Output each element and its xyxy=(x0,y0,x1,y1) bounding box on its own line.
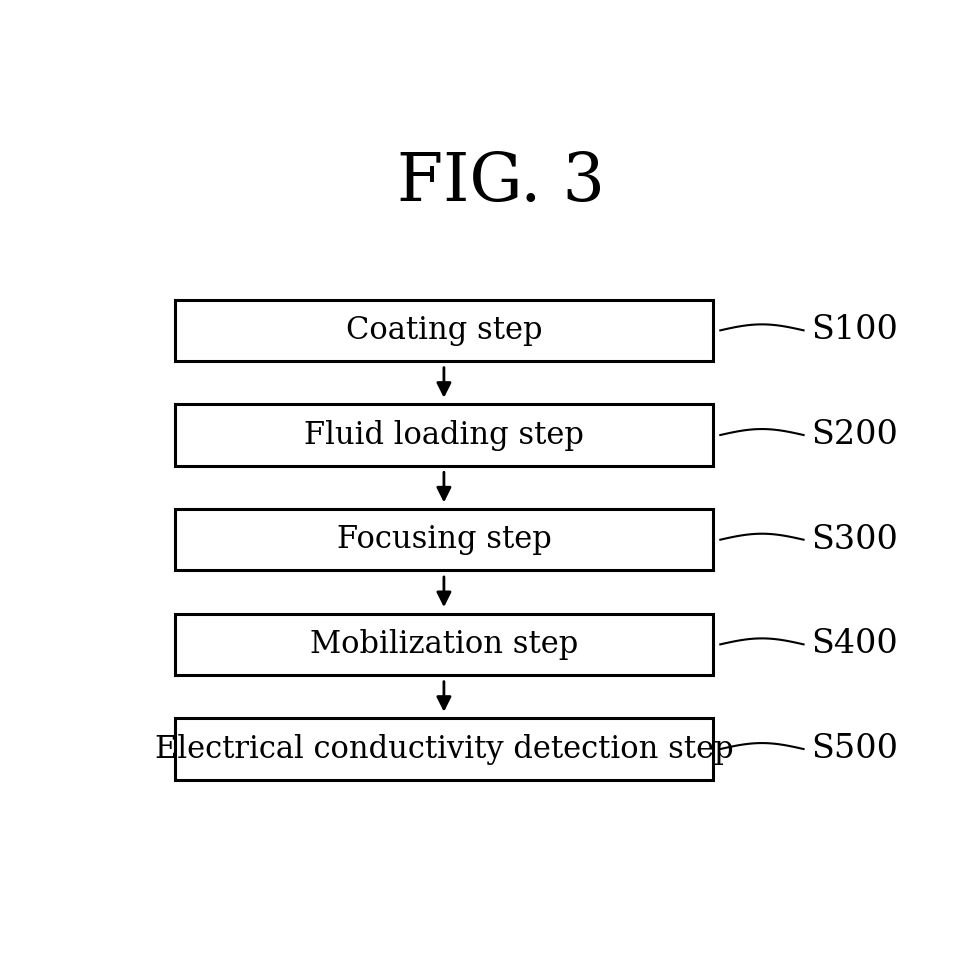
Bar xyxy=(175,300,713,361)
Text: FIG. 3: FIG. 3 xyxy=(397,151,605,216)
Text: S500: S500 xyxy=(811,733,898,765)
Bar xyxy=(175,509,713,570)
Text: S400: S400 xyxy=(811,628,898,660)
Text: S100: S100 xyxy=(811,315,898,347)
Text: S200: S200 xyxy=(811,419,898,451)
Bar xyxy=(175,404,713,466)
Bar xyxy=(175,614,713,675)
Text: Mobilization step: Mobilization step xyxy=(310,629,578,660)
Text: S300: S300 xyxy=(811,523,898,555)
Text: Electrical conductivity detection step: Electrical conductivity detection step xyxy=(154,733,733,764)
Text: Focusing step: Focusing step xyxy=(336,524,551,555)
Bar xyxy=(175,719,713,780)
Text: Fluid loading step: Fluid loading step xyxy=(304,419,584,451)
Text: Coating step: Coating step xyxy=(346,315,542,346)
